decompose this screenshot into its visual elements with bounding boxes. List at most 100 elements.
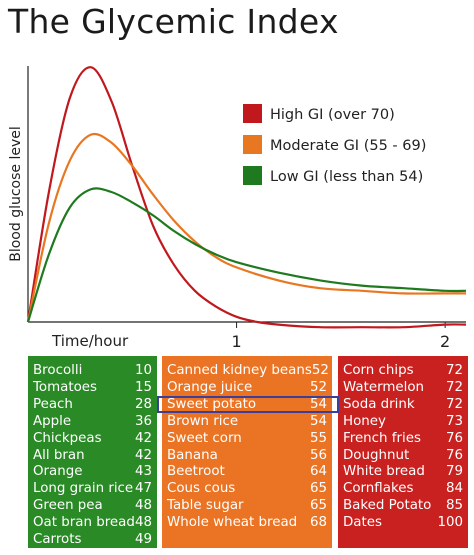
- list-item: Banana 56: [167, 448, 327, 465]
- list-item: White bread 79: [343, 464, 463, 481]
- list-item: Cornflakes 84: [343, 481, 463, 498]
- low-gi-list: Brocolli 10 Tomatoes 15 Peach 28 Apple 36 Chickp…: [33, 363, 152, 549]
- high-gi-list: Corn chips 72 Watermelon 72 Soda drink 72 Hone…: [343, 363, 463, 532]
- list-item: Orange 43: [33, 464, 152, 481]
- food-name: Brown rice: [167, 413, 239, 429]
- list-item: Whole wheat bread 68: [167, 515, 327, 532]
- list-item: Corn chips 72: [343, 363, 463, 380]
- list-item: Chickpeas 42: [33, 431, 152, 448]
- sweet-potato-highlight: [157, 396, 339, 413]
- gi-value: 85: [445, 498, 463, 514]
- food-name: Carrots: [33, 532, 82, 548]
- gi-value: 72: [445, 379, 463, 395]
- legend-low-gi-swatch: [243, 166, 262, 185]
- list-item: Sweet corn 55: [167, 431, 327, 448]
- legend-low-gi-label: Low GI (less than 54): [270, 169, 423, 185]
- legend-moderate-gi-swatch: [243, 135, 262, 154]
- list-item: All bran 42: [33, 448, 152, 465]
- food-name: Green pea: [33, 498, 103, 514]
- list-item: Apple 36: [33, 414, 152, 431]
- gi-value: 65: [309, 498, 327, 514]
- list-item: Canned kidney beans 52: [167, 363, 329, 380]
- food-name: Apple: [33, 413, 72, 429]
- legend-moderate-gi-label: Moderate GI (55 - 69): [270, 138, 426, 154]
- list-item: Sweet potato 54: [167, 397, 327, 414]
- food-name: Peach: [33, 396, 73, 412]
- food-name: Sweet corn: [167, 430, 242, 446]
- list-item: Doughnut 76: [343, 448, 463, 465]
- list-item: Brown rice 54: [167, 414, 327, 431]
- food-name: Orange juice: [167, 379, 253, 395]
- gi-value: 68: [309, 515, 327, 531]
- chart-axes: 1 2 Time/hour Blood glucose level: [8, 66, 466, 351]
- food-name: Tomatoes: [33, 379, 98, 395]
- gi-value: 54: [309, 413, 327, 429]
- food-name: Chickpeas: [33, 430, 102, 446]
- x-tick-label: 1: [231, 332, 241, 351]
- list-item: Peach 28: [33, 397, 152, 414]
- gi-value: 65: [309, 481, 327, 497]
- gi-value: 84: [445, 481, 463, 497]
- food-name: Soda drink: [343, 396, 415, 412]
- glycemic-curve-chart: 1 2 Time/hour Blood glucose level High GI (…: [8, 66, 467, 351]
- high-gi-curve: [26, 66, 467, 329]
- list-item: Orange juice 52: [167, 380, 327, 397]
- food-name: Watermelon: [343, 379, 425, 395]
- food-name: Canned kidney beans: [167, 363, 312, 378]
- food-name: Oat bran bread: [33, 515, 135, 531]
- legend-high-gi-label: High GI (over 70): [270, 107, 395, 123]
- legend: High GI (over 70) Moderate GI (55 - 69) Lo…: [243, 104, 426, 185]
- food-name: Dates: [343, 515, 382, 531]
- list-item: Oat bran bread 48: [33, 515, 152, 532]
- list-item: French fries 76: [343, 431, 463, 448]
- gi-value: 36: [134, 413, 152, 429]
- y-axis-label: Blood glucose level: [8, 126, 24, 262]
- gi-value: 76: [445, 447, 463, 463]
- list-item: Soda drink 72: [343, 397, 463, 414]
- list-item: Brocolli 10: [33, 363, 152, 380]
- gi-value: 48: [134, 498, 152, 514]
- legend-high-gi-swatch: [243, 104, 262, 123]
- list-item: Baked Potato 85: [343, 498, 463, 515]
- gi-value: 52: [311, 363, 329, 378]
- food-name: Beetroot: [167, 464, 225, 480]
- food-name: All bran: [33, 447, 85, 463]
- low-gi-foods-box: Brocolli 10 Tomatoes 15 Peach 28 Apple 36 Chickp…: [28, 356, 157, 548]
- list-item: Watermelon 72: [343, 380, 463, 397]
- x-axis-label: Time/hour: [51, 332, 129, 350]
- gi-value: 72: [445, 363, 463, 378]
- list-item: Cous cous 65: [167, 481, 327, 498]
- food-name: White bread: [343, 464, 425, 480]
- food-name: Doughnut: [343, 447, 410, 463]
- gi-value: 10: [134, 363, 152, 378]
- food-name: Long grain rice: [33, 481, 134, 497]
- list-item: Beetroot 64: [167, 464, 327, 481]
- gi-value: 42: [134, 430, 152, 446]
- food-name: Honey: [343, 413, 386, 429]
- gi-value: 54: [309, 396, 327, 412]
- moderate-gi-curve: [26, 132, 466, 323]
- list-item: Honey 73: [343, 414, 463, 431]
- gi-value: 48: [134, 515, 152, 531]
- food-name: Cous cous: [167, 481, 236, 497]
- food-name: Whole wheat bread: [167, 515, 298, 531]
- food-name: Banana: [167, 447, 218, 463]
- high-gi-foods-box: Corn chips 72 Watermelon 72 Soda drink 72 Hone…: [338, 356, 468, 548]
- low-gi-curve: [26, 187, 467, 323]
- gi-value: 43: [134, 464, 152, 480]
- gi-value: 76: [445, 430, 463, 446]
- list-item: Table sugar 65: [167, 498, 327, 515]
- gi-value: 42: [134, 447, 152, 463]
- gi-value: 15: [134, 379, 152, 395]
- food-name: Brocolli: [33, 363, 83, 378]
- food-name: Table sugar: [167, 498, 244, 514]
- gi-value: 79: [445, 464, 463, 480]
- food-name: Corn chips: [343, 363, 414, 378]
- chart-title: The Glycemic Index: [8, 2, 339, 41]
- food-name: French fries: [343, 430, 421, 446]
- food-name: Orange: [33, 464, 83, 480]
- gi-value: 64: [309, 464, 327, 480]
- moderate-gi-foods-box: Canned kidney beans 52 Orange juice 52 Sweet…: [162, 356, 332, 548]
- gi-value: 52: [309, 379, 327, 395]
- gi-value: 49: [134, 532, 152, 548]
